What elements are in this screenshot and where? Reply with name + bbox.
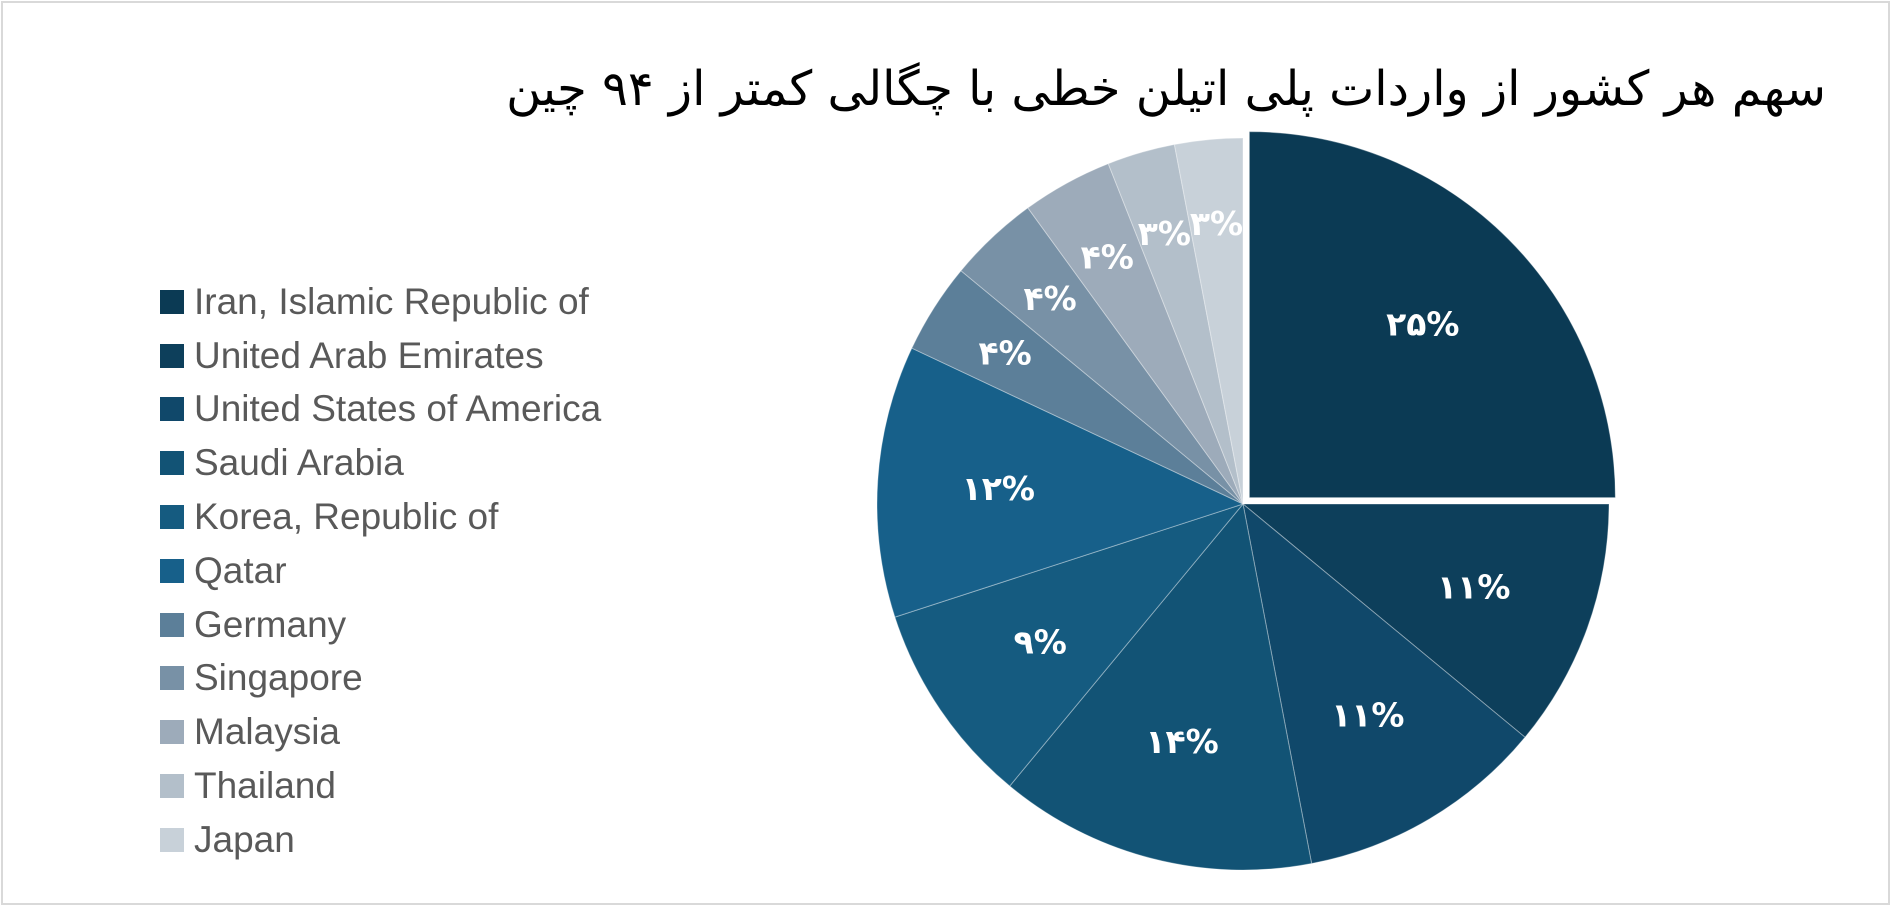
legend-swatch bbox=[160, 666, 184, 691]
legend-label: Iran, Islamic Republic of bbox=[194, 280, 589, 322]
data-label-united-states-of-america: ۱۱% bbox=[1331, 696, 1404, 735]
legend-label: United States of America bbox=[194, 388, 602, 430]
pie-slice-united-arab-emirates bbox=[1241, 503, 1610, 739]
data-label-japan: ۳% bbox=[1190, 204, 1243, 243]
legend-label: Japan bbox=[194, 818, 295, 860]
legend-item-malaysia: Malaysia bbox=[160, 705, 601, 759]
legend-item-united-arab-emirates: United Arab Emirates bbox=[160, 329, 601, 383]
legend-swatch bbox=[160, 343, 184, 368]
legend-item-korea-republic-of: Korea, Republic of bbox=[160, 490, 601, 544]
legend-item-qatar: Qatar bbox=[160, 544, 601, 598]
chart-title: سهم هر کشور از واردات پلی اتیلن خطی با چ… bbox=[506, 61, 1826, 117]
chart-legend: Iran, Islamic Republic of United Arab Emi… bbox=[160, 275, 601, 867]
pie-slice-japan bbox=[1173, 137, 1244, 505]
pie-slice-united-states-of-america bbox=[1242, 502, 1526, 865]
legend-item-saudi-arabia: Saudi Arabia bbox=[160, 436, 601, 490]
legend-item-singapore: Singapore bbox=[160, 652, 601, 706]
legend-swatch bbox=[160, 558, 184, 583]
data-label-malaysia: ۴% bbox=[1081, 238, 1134, 277]
pie-slice-germany bbox=[911, 269, 1244, 505]
legend-label: Malaysia bbox=[194, 711, 340, 753]
pie-slice-thailand bbox=[1107, 143, 1244, 505]
legend-swatch bbox=[160, 774, 184, 799]
legend-label: Singapore bbox=[194, 657, 363, 699]
legend-label: Korea, Republic of bbox=[194, 496, 499, 538]
data-label-saudi-arabia: ۱۴% bbox=[1145, 722, 1218, 761]
data-label-thailand: ۳% bbox=[1138, 214, 1191, 253]
legend-swatch bbox=[160, 827, 184, 852]
legend-item-united-states-of-america: United States of America bbox=[160, 383, 601, 437]
pie-slice-qatar bbox=[876, 347, 1245, 618]
data-label-iran-islamic-republic-of: ۲۵% bbox=[1386, 305, 1459, 344]
data-label-singapore: ۴% bbox=[1023, 279, 1076, 318]
legend-swatch bbox=[160, 720, 184, 745]
legend-swatch bbox=[160, 289, 184, 314]
data-label-germany: ۴% bbox=[978, 333, 1031, 372]
legend-swatch bbox=[160, 612, 184, 637]
legend-item-thailand: Thailand bbox=[160, 759, 601, 813]
legend-swatch bbox=[160, 397, 184, 422]
data-label-qatar: ۱۲% bbox=[962, 469, 1035, 508]
pie-slice-iran-islamic-republic-of bbox=[1248, 131, 1616, 499]
legend-item-japan: Japan bbox=[160, 813, 601, 867]
pie-slice-singapore bbox=[960, 207, 1244, 505]
data-label-united-arab-emirates: ۱۱% bbox=[1437, 568, 1510, 607]
pie-slice-korea-republic-of bbox=[894, 502, 1245, 787]
legend-item-germany: Germany bbox=[160, 598, 601, 652]
legend-label: Germany bbox=[194, 603, 347, 645]
legend-label: United Arab Emirates bbox=[194, 334, 544, 376]
pie-slice-saudi-arabia bbox=[1008, 502, 1313, 871]
legend-item-iran-islamic-republic-of: Iran, Islamic Republic of bbox=[160, 275, 601, 329]
pie-slice-malaysia bbox=[1027, 163, 1244, 505]
legend-swatch bbox=[160, 451, 184, 476]
data-label-korea-republic-of: ۹% bbox=[1014, 622, 1067, 661]
legend-label: Qatar bbox=[194, 549, 287, 591]
legend-label: Saudi Arabia bbox=[194, 442, 404, 484]
legend-swatch bbox=[160, 505, 184, 530]
pie-chart: ۲۵%۱۱%۱۱%۱۴%۹%۱۲%۴%۴%۴%۳%۳% bbox=[876, 131, 1616, 871]
legend-label: Thailand bbox=[194, 765, 336, 807]
